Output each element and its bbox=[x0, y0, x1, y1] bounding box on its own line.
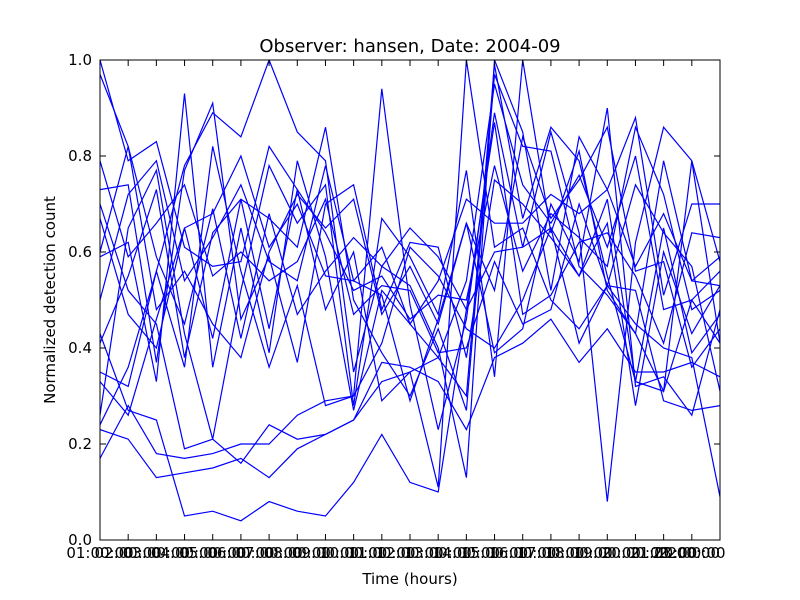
series-line-13 bbox=[100, 88, 720, 502]
x-tick-label: 06:00:00 bbox=[207, 544, 274, 562]
x-tick-label: 04:00:00 bbox=[151, 544, 218, 562]
x-tick-label: 01:00:00 bbox=[66, 544, 133, 562]
series-line-7 bbox=[100, 159, 720, 326]
series-line-1 bbox=[100, 60, 720, 478]
x-tick-label: 16:00:00 bbox=[489, 544, 556, 562]
x-tick-label: 14:00:00 bbox=[433, 544, 500, 562]
x-tick-label: 23:00:00 bbox=[653, 544, 720, 562]
x-tick-label: 13:00:00 bbox=[404, 544, 471, 562]
x-tick-label: 09:00:00 bbox=[292, 544, 359, 562]
series-line-17 bbox=[100, 100, 720, 406]
x-tick-label: 18:00:00 bbox=[545, 544, 612, 562]
y-axis: 0.0 0.2 0.4 0.6 0.8 1.0 bbox=[68, 51, 720, 549]
y-tick-label: 0.4 bbox=[68, 339, 92, 357]
series-line-14 bbox=[100, 125, 720, 350]
x-tick-label: 15:00:00 bbox=[461, 544, 528, 562]
x-tick-label: 05:00:00 bbox=[179, 544, 246, 562]
x-tick-label: 03:00:00 bbox=[123, 544, 190, 562]
y-tick-label: 0.2 bbox=[68, 435, 92, 453]
y-tick-label: 0.8 bbox=[68, 147, 92, 165]
x-axis-label: Time (hours) bbox=[361, 570, 457, 588]
series-layer bbox=[100, 60, 720, 522]
series-line-12 bbox=[100, 60, 720, 440]
y-tick-label: 0.6 bbox=[68, 243, 92, 261]
chart-title: Observer: hansen, Date: 2004-09 bbox=[259, 36, 560, 57]
plot-area bbox=[100, 60, 720, 522]
x-tick-label: 17:00:00 bbox=[517, 544, 584, 562]
x-tick-label: 19:00:00 bbox=[574, 544, 641, 562]
y-tick-label: 1.0 bbox=[68, 51, 92, 69]
series-line-8 bbox=[100, 60, 720, 403]
series-line-10 bbox=[100, 74, 720, 411]
x-tick-label: 12:00:00 bbox=[376, 544, 443, 562]
x-tick-label: 08:00:00 bbox=[264, 544, 331, 562]
series-line-15 bbox=[100, 74, 720, 346]
x-tick-label: 10:00:00 bbox=[320, 544, 387, 562]
x-tick-label: 11:00:00 bbox=[348, 544, 415, 562]
x-tick-label: 20:00:00 bbox=[602, 544, 669, 562]
x-tick-label: 22:00:00 bbox=[658, 544, 725, 562]
series-line-6 bbox=[100, 227, 720, 522]
x-tick-label: 07:00:00 bbox=[235, 544, 302, 562]
x-tick-label: 02:00:00 bbox=[94, 544, 161, 562]
series-line-4 bbox=[100, 318, 720, 479]
series-line-3 bbox=[100, 198, 720, 460]
y-axis-label: Normalized detection count bbox=[41, 196, 59, 404]
y-tick-label: 0.0 bbox=[68, 531, 92, 549]
x-tick-label: 21:00:00 bbox=[630, 544, 697, 562]
series-line-16 bbox=[100, 107, 720, 417]
x-axis: 01:00:0002:00:0003:00:0004:00:0005:00:00… bbox=[66, 60, 726, 562]
